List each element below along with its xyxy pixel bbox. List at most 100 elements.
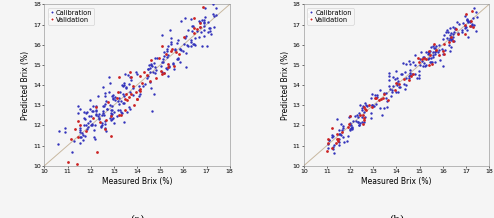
Legend: Calibration, Validation: Calibration, Validation <box>48 8 94 25</box>
Calibration <box>55 130 63 133</box>
Calibration <box>401 87 409 91</box>
Validation <box>133 97 141 101</box>
Calibration <box>70 139 78 142</box>
Calibration <box>356 121 364 125</box>
Calibration <box>92 109 100 113</box>
Calibration <box>76 130 84 134</box>
Calibration <box>393 81 401 85</box>
Calibration <box>425 52 433 55</box>
Calibration <box>358 116 366 119</box>
Validation <box>190 26 198 30</box>
Calibration <box>339 127 347 130</box>
Calibration <box>355 123 363 126</box>
Validation <box>450 39 457 42</box>
Calibration <box>388 89 396 92</box>
Validation <box>447 36 455 39</box>
Calibration <box>462 26 470 29</box>
Calibration <box>206 30 214 33</box>
Validation <box>164 65 172 69</box>
Calibration <box>174 56 182 60</box>
Calibration <box>102 99 110 102</box>
Calibration <box>468 22 476 26</box>
Calibration <box>105 75 113 78</box>
Validation <box>136 87 144 90</box>
Validation <box>107 114 115 117</box>
Calibration <box>335 143 343 147</box>
Calibration <box>391 77 399 80</box>
Calibration <box>143 76 151 80</box>
Calibration <box>82 112 90 115</box>
Calibration <box>95 112 103 116</box>
Calibration <box>446 37 454 40</box>
Validation <box>328 126 336 130</box>
Calibration <box>111 95 119 99</box>
Calibration <box>85 99 93 102</box>
Calibration <box>418 60 426 63</box>
Validation <box>166 49 174 53</box>
Validation <box>333 132 341 136</box>
Calibration <box>148 64 156 68</box>
Calibration <box>441 48 449 52</box>
Validation <box>117 114 124 117</box>
Validation <box>406 78 413 82</box>
Calibration <box>160 71 167 74</box>
Validation <box>380 92 388 96</box>
Calibration <box>160 60 167 63</box>
Validation <box>419 56 427 59</box>
Validation <box>126 71 134 74</box>
Calibration <box>386 87 394 91</box>
Calibration <box>151 65 159 69</box>
Validation <box>334 137 342 141</box>
Validation <box>190 31 198 34</box>
Validation <box>377 98 385 101</box>
Calibration <box>107 113 115 117</box>
Calibration <box>120 92 127 95</box>
Calibration <box>84 121 92 124</box>
Calibration <box>449 32 456 35</box>
Validation <box>121 109 129 112</box>
Calibration <box>326 138 333 141</box>
Validation <box>345 122 353 125</box>
Calibration <box>358 120 366 123</box>
Calibration <box>200 18 207 22</box>
Calibration <box>109 109 117 112</box>
Calibration <box>425 57 433 60</box>
Calibration <box>434 50 442 54</box>
Calibration <box>402 83 410 86</box>
Calibration <box>348 125 356 128</box>
Calibration <box>173 41 181 45</box>
Calibration <box>385 74 393 78</box>
Calibration <box>95 116 103 120</box>
Calibration <box>206 26 214 29</box>
Calibration <box>458 31 466 34</box>
Calibration <box>436 59 444 62</box>
Calibration <box>355 111 363 114</box>
Calibration <box>162 66 170 70</box>
Calibration <box>210 0 218 2</box>
Calibration <box>466 19 474 23</box>
Calibration <box>106 116 114 120</box>
Validation <box>67 138 75 141</box>
Validation <box>130 103 138 106</box>
Calibration <box>68 151 76 154</box>
Calibration <box>105 91 113 94</box>
Calibration <box>120 94 128 97</box>
Validation <box>325 138 332 141</box>
Validation <box>400 78 408 81</box>
Calibration <box>209 12 217 16</box>
Calibration <box>54 142 62 145</box>
Calibration <box>446 43 453 47</box>
Y-axis label: Predicted Brix (%): Predicted Brix (%) <box>281 50 289 120</box>
Validation <box>161 72 168 75</box>
Calibration <box>329 145 337 149</box>
Calibration <box>337 133 345 136</box>
Calibration <box>84 125 92 129</box>
Calibration <box>353 113 361 117</box>
Calibration <box>116 109 124 112</box>
Calibration <box>61 126 69 130</box>
Calibration <box>373 95 381 99</box>
Calibration <box>329 135 336 139</box>
Calibration <box>188 41 196 44</box>
Calibration <box>166 28 174 32</box>
Validation <box>365 104 372 107</box>
